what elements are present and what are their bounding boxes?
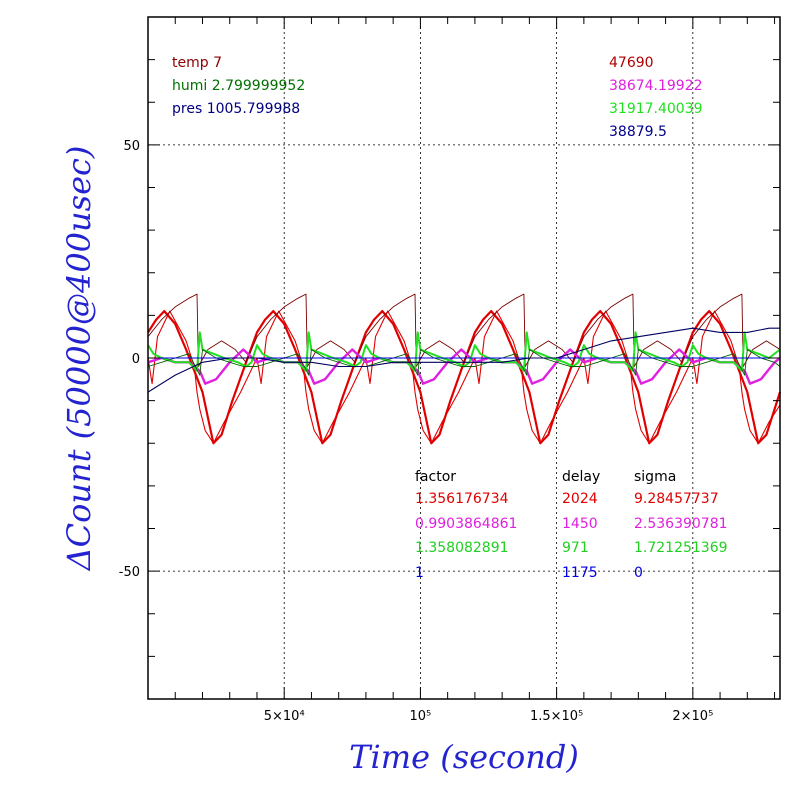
mean-count-1: 47690 bbox=[609, 55, 654, 71]
axis-ticks bbox=[148, 17, 780, 699]
fit-row-3-sigma: 1.721251369 bbox=[634, 540, 728, 556]
fit-row-1-delay: 2024 bbox=[562, 491, 598, 507]
fit-row-4-factor: 1 bbox=[415, 565, 424, 581]
fit-row-2-factor: 0.9903864861 bbox=[415, 516, 517, 532]
tick-labels: 5×10⁴ 10⁵ 1.5×10⁵ 2×10⁵ 50 0 -50 bbox=[119, 139, 714, 724]
x-tick-label-0: 5×10⁴ bbox=[264, 709, 305, 724]
mean-count-4: 38879.5 bbox=[609, 124, 667, 140]
y-axis-title: ΔCount (50000@400usec) bbox=[60, 146, 98, 573]
fit-row-1-factor: 1.356176734 bbox=[415, 491, 509, 507]
mean-count-2: 38674.19922 bbox=[609, 78, 703, 94]
y-tick-label-2: -50 bbox=[119, 565, 140, 580]
fit-row-4-delay: 1175 bbox=[562, 565, 598, 581]
fit-row-3-factor: 1.358082891 bbox=[415, 540, 509, 556]
y-tick-label-1: 0 bbox=[132, 352, 140, 367]
fit-row-2-delay: 1450 bbox=[562, 516, 598, 532]
fit-row-3-delay: 971 bbox=[562, 540, 589, 556]
y-tick-label-0: 50 bbox=[123, 139, 140, 154]
series-line-6 bbox=[147, 349, 781, 376]
series-line-1 bbox=[147, 310, 781, 444]
mean-counts-block: 47690 38674.19922 31917.40039 38879.5 bbox=[609, 55, 703, 140]
fit-table: factor delay sigma 1.356176734 2024 9.28… bbox=[415, 469, 728, 581]
env-temp: temp 7 bbox=[172, 55, 222, 71]
series-line-8 bbox=[147, 327, 780, 393]
env-pres: pres 1005.799988 bbox=[172, 101, 300, 117]
fit-row-1-sigma: 9.28457737 bbox=[634, 491, 719, 507]
env-info-block: temp 7 humi 2.799999952 pres 1005.799988 bbox=[172, 55, 305, 117]
series-line-2 bbox=[147, 310, 782, 445]
fit-header-delay: delay bbox=[562, 469, 600, 485]
fit-row-2-sigma: 2.536390781 bbox=[634, 516, 728, 532]
fit-row-4-sigma: 0 bbox=[634, 565, 643, 581]
series-lines bbox=[147, 293, 782, 445]
x-tick-label-3: 2×10⁵ bbox=[672, 709, 713, 724]
series-line-4 bbox=[147, 348, 781, 385]
series-line-5 bbox=[147, 331, 781, 372]
x-tick-label-1: 10⁵ bbox=[410, 709, 432, 724]
x-tick-label-2: 1.5×10⁵ bbox=[530, 709, 583, 724]
mean-count-3: 31917.40039 bbox=[609, 101, 703, 117]
env-humi: humi 2.799999952 bbox=[172, 78, 305, 94]
fit-header-factor: factor bbox=[415, 469, 456, 485]
x-axis-title: Time (second) bbox=[349, 738, 579, 776]
fit-header-sigma: sigma bbox=[634, 469, 676, 485]
